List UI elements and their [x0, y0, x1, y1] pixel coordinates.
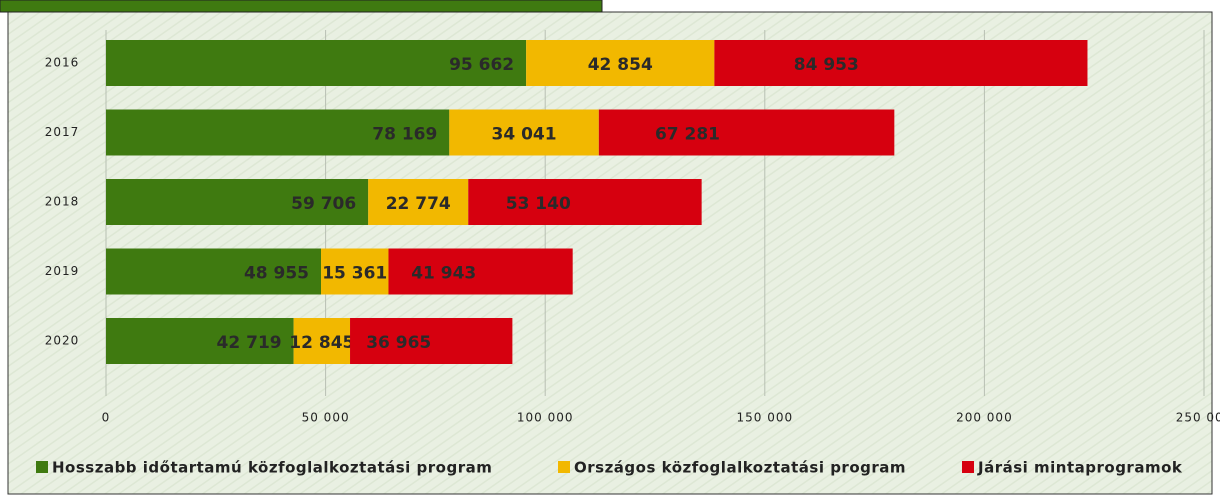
- value-label: 34 041: [492, 125, 557, 145]
- y-tick-label: 2017: [45, 125, 80, 139]
- legend-label: Országos közfoglalkoztatási program: [574, 459, 906, 477]
- value-label: 22 774: [386, 194, 451, 214]
- y-tick-label: 2018: [45, 195, 80, 209]
- bar-segment: [106, 318, 294, 364]
- bar-segment: [368, 179, 469, 225]
- legend-swatch: [962, 461, 974, 473]
- bar-segment: [388, 248, 573, 295]
- value-label: 36 965: [366, 333, 431, 353]
- bar-segment: [106, 248, 322, 295]
- value-label: 95 662: [449, 55, 514, 75]
- value-label: 15 361: [322, 264, 387, 284]
- bar-segment: [526, 40, 715, 86]
- legend-swatch: [558, 461, 570, 473]
- x-tick-label: 150 000: [736, 411, 793, 425]
- value-label: 59 706: [291, 194, 356, 214]
- value-label: 12 845: [289, 333, 354, 353]
- value-label: 41 943: [411, 264, 476, 284]
- y-tick-label: 2016: [45, 56, 80, 70]
- bar-segment: [293, 318, 351, 364]
- value-label: 53 140: [506, 194, 571, 214]
- legend-label: Hosszabb időtartamú közfoglalkoztatási p…: [52, 459, 492, 477]
- bar-segment: [449, 109, 599, 156]
- x-tick-label: 50 000: [302, 411, 350, 425]
- x-tick-label: 250 000: [1176, 411, 1220, 425]
- y-tick-label: 2020: [45, 334, 80, 348]
- value-label: 42 854: [588, 55, 653, 75]
- bar-segment: [321, 248, 389, 295]
- value-label: 48 955: [244, 264, 309, 284]
- value-label: 67 281: [655, 125, 720, 145]
- value-label: 42 719: [217, 333, 282, 353]
- value-label: 78 169: [372, 125, 437, 145]
- legend-label: Járási mintaprogramok: [977, 459, 1183, 477]
- y-tick-label: 2019: [45, 264, 80, 278]
- header-band: [0, 0, 603, 13]
- x-tick-label: 0: [102, 411, 111, 425]
- bar-segment: [106, 40, 527, 86]
- legend-swatch: [36, 461, 48, 473]
- value-label: 84 953: [794, 55, 859, 75]
- bar-segment: [106, 109, 450, 156]
- bar-segment: [106, 179, 369, 225]
- x-tick-label: 100 000: [517, 411, 574, 425]
- bar-segment: [598, 109, 895, 156]
- bar-segment: [714, 40, 1088, 86]
- bar-segment: [468, 179, 702, 225]
- x-tick-label: 200 000: [956, 411, 1013, 425]
- bar-segment: [350, 318, 513, 364]
